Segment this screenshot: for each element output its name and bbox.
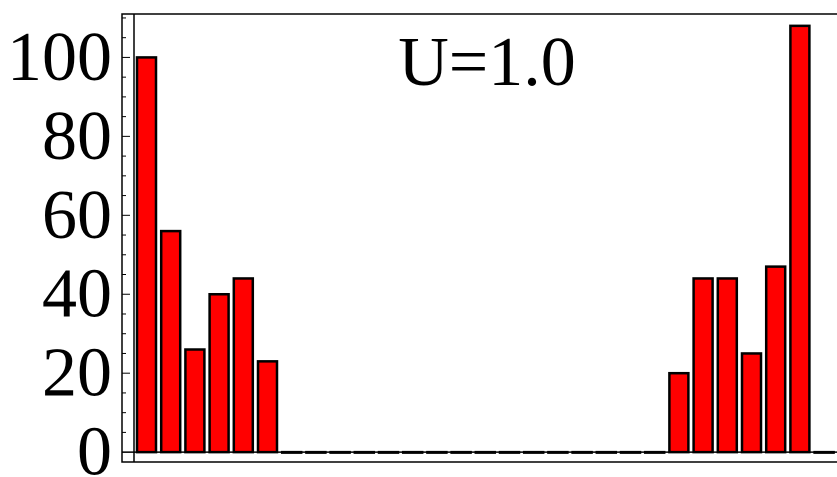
chart-title: U=1.0 <box>398 24 576 101</box>
bar <box>159 229 182 454</box>
bar <box>135 56 158 454</box>
bar <box>692 277 714 454</box>
y-tick-label: 0 <box>77 414 112 477</box>
y-tick-label: 20 <box>42 335 112 412</box>
bar <box>716 277 739 454</box>
y-tick-label: 100 <box>7 19 112 96</box>
bar <box>208 292 230 454</box>
plot-frame <box>121 13 837 463</box>
y-axis-ticks <box>122 17 130 453</box>
bar <box>789 24 811 454</box>
bar <box>232 277 255 454</box>
bar <box>256 360 279 454</box>
y-tick-label: 80 <box>42 98 112 175</box>
bar <box>740 352 763 454</box>
y-tick-label: 40 <box>42 256 112 333</box>
bar <box>764 265 787 454</box>
y-tick-label: 60 <box>42 177 112 254</box>
bar <box>668 371 690 454</box>
bar <box>184 348 206 454</box>
